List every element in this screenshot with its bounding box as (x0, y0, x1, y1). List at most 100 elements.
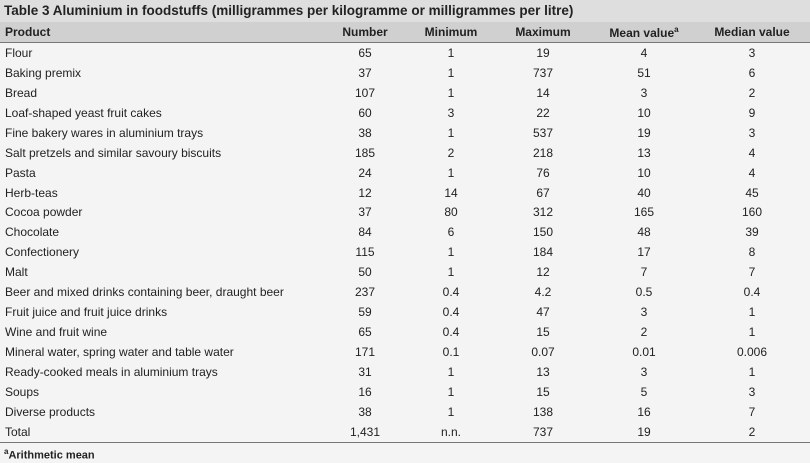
table-cell: Mineral water, spring water and table wa… (5, 345, 234, 360)
footnote-marker: a (4, 447, 9, 456)
table-cell: Loaf-shaped yeast fruit cakes (5, 105, 162, 120)
table-cell: 37 (358, 65, 372, 80)
table-row: Pasta 24 1 76 10 4 (0, 163, 810, 183)
table-cell: 0.5 (635, 285, 653, 300)
column-header: Minimum (410, 22, 492, 43)
table-row: Malt 50 1 12 7 7 (0, 262, 810, 282)
table-row: Wine and fruit wine 65 0.4 15 2 1 (0, 322, 810, 342)
table-cell: 59 (358, 305, 372, 320)
table-cell: 0.4 (442, 325, 460, 340)
footnote: aArithmetic mean (4, 447, 95, 462)
table-cell: 138 (532, 404, 554, 419)
table-row: Chocolate 84 6 150 48 39 (0, 222, 810, 242)
table-cell: 17 (637, 245, 651, 260)
table-cell: 22 (536, 105, 550, 120)
table-cell: Herb-teas (5, 185, 58, 200)
table-cell: 67 (536, 185, 550, 200)
table-cell: 3 (640, 85, 648, 100)
table-cell: 16 (637, 404, 651, 419)
table-cell: 50 (358, 265, 372, 280)
table-cell: 0.4 (442, 285, 460, 300)
table-cell: 184 (532, 245, 554, 260)
table-cell: 10 (637, 165, 651, 180)
table-row: Ready-cooked meals in aluminium trays 31 1… (0, 362, 810, 382)
table-cell: 107 (354, 85, 376, 100)
table-row: Total 1,431 n.n. 737 19 2 (0, 421, 810, 443)
table-cell: 1,431 (320, 421, 410, 443)
table-cell: 115 (355, 245, 375, 260)
table-row: Fine bakery wares in aluminium trays 38 1 5… (0, 123, 810, 143)
table-cell: 1 (447, 165, 455, 180)
table-cell: 4.2 (534, 285, 552, 300)
table-cell: n.n. (410, 421, 492, 443)
table-cell: 160 (741, 205, 763, 220)
table-row: Herb-teas 12 14 67 40 45 (0, 183, 810, 203)
table-cell: 1 (447, 364, 455, 379)
table-cell: 1 (447, 265, 455, 280)
data-table: Product Number Minimum Maximum Mean valuea Me… (0, 22, 810, 443)
table-cell: 12 (536, 265, 550, 280)
table-cell: 15 (536, 384, 550, 399)
note-marker: a (674, 24, 679, 34)
table-cell: Bread (5, 85, 38, 100)
table-cell: Total (0, 421, 320, 443)
footnote-text: Arithmetic mean (8, 449, 95, 462)
table-cell: 37 (358, 205, 372, 220)
table-cell: 3 (640, 364, 648, 379)
table-row: Diverse products 38 1 138 16 7 (0, 402, 810, 422)
table-cell: 737 (492, 421, 594, 443)
table-cell: Beer and mixed drinks containing beer, d… (5, 285, 284, 300)
table-cell: 2 (640, 325, 648, 340)
table-cell: Salt pretzels and similar savoury biscui… (5, 145, 222, 160)
column-header: Product (0, 22, 320, 43)
table-cell: 13 (536, 364, 550, 379)
table-cell: 24 (358, 165, 372, 180)
table-cell: 51 (637, 65, 651, 80)
table-cell: 84 (358, 225, 372, 240)
table-cell: 31 (358, 364, 372, 379)
table-cell: Ready-cooked meals in aluminium trays (5, 364, 218, 379)
table-cell: 12 (358, 185, 372, 200)
table-cell: 537 (532, 125, 554, 140)
header-row: Product Number Minimum Maximum Mean valuea Me… (0, 22, 810, 43)
table-cell: Flour (5, 45, 33, 60)
table-cell: 4 (748, 145, 756, 160)
table-cell: 3 (748, 45, 756, 60)
table-cell: 1 (447, 85, 455, 100)
table-row: Mineral water, spring water and table wa… (0, 342, 810, 362)
table-cell: 13 (637, 145, 651, 160)
table-cell: 38 (358, 125, 372, 140)
table-cell: 3 (640, 305, 648, 320)
table-row: Salt pretzels and similar savoury biscui… (0, 143, 810, 163)
table-cell: 171 (354, 345, 376, 360)
table-cell: Malt (5, 265, 28, 280)
table-cell: 8 (748, 245, 756, 260)
table-cell: 4 (640, 45, 648, 60)
table-row: Flour 65 1 19 4 3 (0, 43, 810, 63)
column-header-text: Mean value (609, 25, 675, 40)
table-cell: 47 (536, 305, 550, 320)
table-cell: 14 (536, 85, 550, 100)
column-header-text: Product (5, 25, 51, 39)
table-cell: 1 (447, 245, 455, 260)
table-cell: Pasta (5, 165, 36, 180)
table-cell: 237 (354, 285, 376, 300)
table-title: Table 3 Aluminium in foodstuffs (milligr… (0, 0, 810, 22)
table-cell: 3 (447, 105, 455, 120)
column-header: Median value (694, 22, 810, 43)
table-cell: 7 (748, 404, 756, 419)
table-cell: 15 (536, 325, 550, 340)
table-cell: 19 (536, 45, 550, 60)
table-cell: 1 (748, 364, 756, 379)
table-cell: 1 (748, 325, 756, 340)
table-cell: 1 (447, 384, 455, 399)
table-cell: 0.006 (736, 345, 768, 360)
table-cell: 19 (594, 421, 694, 443)
column-header-text: Minimum (424, 25, 478, 39)
table-cell: Chocolate (5, 225, 60, 240)
table-cell: 5 (640, 384, 648, 399)
table-cell: Fine bakery wares in aluminium trays (5, 125, 204, 140)
table-cell: 0.4 (743, 285, 761, 300)
table-cell: 7 (748, 265, 756, 280)
